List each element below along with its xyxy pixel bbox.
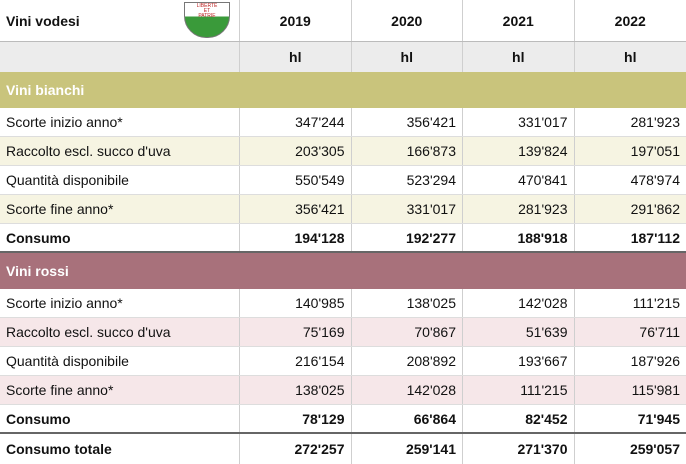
year-header: 2020 <box>352 0 463 41</box>
cell-value: 76'711 <box>639 324 680 340</box>
cell-value: 272'257 <box>240 434 352 464</box>
cell-value: 70'867 <box>352 318 463 346</box>
header-cell: Vini vodesi LIBERTÉ ET PATRIE <box>0 0 240 41</box>
table-row: Vini vodesi LIBERTÉ ET PATRIE 2019 2020 2021 20… <box>0 0 686 42</box>
row-label: Quantità disponibile <box>0 347 240 375</box>
section-title: Vini bianchi <box>6 82 85 98</box>
table-row: Consumo 194'128 192'277 188'918 187'112 <box>0 224 686 253</box>
cell-value: 138'025 <box>352 289 463 317</box>
cell-value: 291'862 <box>630 201 680 217</box>
cell-value: 75'169 <box>240 318 352 346</box>
row-label: Quantità disponibile <box>0 166 240 194</box>
cell-value: 142'028 <box>463 289 575 317</box>
cell-value: 166'873 <box>352 137 463 165</box>
cell-value: 78'129 <box>240 405 352 432</box>
unit-header: hl <box>240 42 352 72</box>
row-label: Consumo <box>0 224 240 251</box>
cell-value: 203'305 <box>240 137 352 165</box>
shield-text: ET <box>203 8 211 14</box>
cell-value: 208'892 <box>352 347 463 375</box>
table-row: Quantità disponibile 216'154 208'892 193'66… <box>0 347 686 376</box>
cell-value: 550'549 <box>240 166 352 194</box>
table-row: Scorte inizio anno* 140'985 138'025 142'028… <box>0 289 686 318</box>
cell-value: 139'824 <box>463 137 575 165</box>
table-title: Vini vodesi <box>6 12 80 29</box>
cell-value: 115'981 <box>631 382 680 398</box>
year-header: 2022 <box>614 12 646 29</box>
cell-value: 259'057 <box>629 441 680 457</box>
row-label: Consumo totale <box>0 434 240 464</box>
cell-value: 216'154 <box>240 347 352 375</box>
row-label: Raccolto escl. succo d'uva <box>0 137 240 165</box>
shield-text: PATRIE <box>198 13 216 19</box>
table-row: Vini rossi <box>0 253 686 289</box>
cell-value: 82'452 <box>463 405 575 432</box>
row-label: Scorte fine anno* <box>0 195 240 223</box>
cell-value: 66'864 <box>352 405 463 432</box>
table-row: Consumo 78'129 66'864 82'452 71'945 <box>0 405 686 434</box>
row-label: Scorte inizio anno* <box>0 289 240 317</box>
shield: LIBERTÉ ET PATRIE <box>184 2 230 38</box>
cell-value: 259'141 <box>352 434 463 464</box>
table-row: Scorte fine anno* 138'025 142'028 111'215 11… <box>0 376 686 405</box>
cell-value: 142'028 <box>352 376 463 404</box>
row-label: Consumo <box>0 405 240 432</box>
year-header: 2021 <box>463 0 575 41</box>
cell-value: 188'918 <box>463 224 575 251</box>
table-row: Vini bianchi <box>0 72 686 108</box>
shield-text: LIBERTÉ <box>196 3 218 9</box>
section-title: Vini rossi <box>6 263 69 279</box>
table-row: Scorte inizio anno* 347'244 356'421 331'017… <box>0 108 686 137</box>
cell-value: 331'017 <box>463 108 575 136</box>
row-label: Scorte fine anno* <box>0 376 240 404</box>
unit-header: hl <box>352 42 463 72</box>
cell-value: 356'421 <box>352 108 463 136</box>
header-cell <box>0 42 240 72</box>
cell-value: 281'923 <box>630 114 680 130</box>
year-header: 2019 <box>240 0 352 41</box>
unit-header: hl <box>624 49 637 65</box>
row-label: Raccolto escl. succo d'uva <box>0 318 240 346</box>
cell-value: 111'215 <box>463 376 575 404</box>
table-row: Quantità disponibile 550'549 523'294 470'84… <box>0 166 686 195</box>
cell-value: 356'421 <box>240 195 352 223</box>
cell-value: 111'215 <box>632 295 680 311</box>
cell-value: 187'112 <box>630 229 680 246</box>
cell-value: 271'370 <box>463 434 575 464</box>
cell-value: 187'926 <box>630 353 680 369</box>
table-row: Raccolto escl. succo d'uva 203'305 166'873… <box>0 137 686 166</box>
cell-value: 478'974 <box>630 172 680 188</box>
unit-header: hl <box>463 42 575 72</box>
cell-value: 51'639 <box>463 318 575 346</box>
cell-value: 71'945 <box>637 410 680 427</box>
table-row: Consumo totale 272'257 259'141 271'370 259'0… <box>0 434 686 464</box>
cell-value: 523'294 <box>352 166 463 194</box>
table-row: Raccolto escl. succo d'uva 75'169 70'867 51… <box>0 318 686 347</box>
cell-value: 193'667 <box>463 347 575 375</box>
row-label: Scorte inizio anno* <box>0 108 240 136</box>
cell-value: 281'923 <box>463 195 575 223</box>
cell-value: 194'128 <box>240 224 352 251</box>
cell-value: 197'051 <box>630 143 680 159</box>
cell-value: 347'244 <box>240 108 352 136</box>
cell-value: 331'017 <box>352 195 463 223</box>
cell-value: 138'025 <box>240 376 352 404</box>
cell-value: 192'277 <box>352 224 463 251</box>
table-row: hl hl hl hl <box>0 42 686 72</box>
cell-value: 140'985 <box>240 289 352 317</box>
table-row: Scorte fine anno* 356'421 331'017 281'923 29… <box>0 195 686 224</box>
cell-value: 470'841 <box>463 166 575 194</box>
